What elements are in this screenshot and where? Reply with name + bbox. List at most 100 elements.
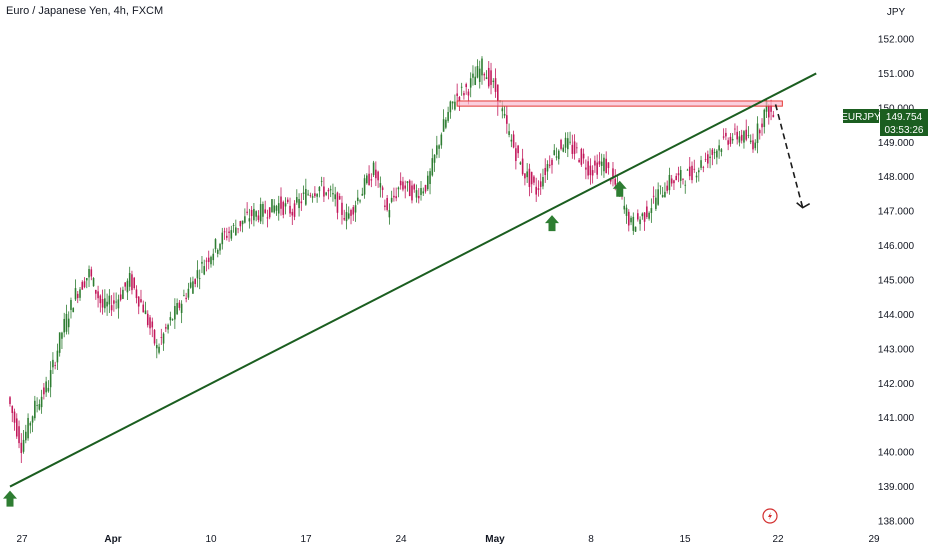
candle-body — [124, 282, 126, 287]
time-axis[interactable]: 27 Apr 10 17 24 May 8 15 22 29 — [16, 534, 880, 545]
candle-body — [370, 179, 373, 181]
candle-body — [210, 256, 212, 265]
candle-body — [598, 161, 601, 165]
candle-body — [38, 404, 41, 410]
candle-body — [752, 140, 754, 150]
candle-body — [180, 303, 183, 313]
candle-body — [729, 136, 732, 145]
candle-body — [709, 156, 711, 159]
candle-body — [187, 288, 190, 298]
candle-body — [13, 411, 16, 423]
candle-body — [460, 86, 463, 88]
candle-body — [487, 67, 490, 87]
candle-body — [176, 302, 178, 315]
candle-body — [413, 184, 416, 190]
candle-body — [352, 207, 355, 215]
candle-body — [20, 442, 23, 454]
candle-body — [494, 78, 497, 92]
x-tick-label: 27 — [16, 534, 28, 545]
support-arrow-icon[interactable] — [545, 215, 559, 232]
candle-body — [643, 212, 646, 222]
candle-body — [338, 196, 341, 200]
candle-body — [174, 306, 176, 320]
candle-body — [424, 184, 427, 192]
candle-body — [576, 147, 578, 149]
candle-body — [756, 123, 759, 144]
x-tick-label: 24 — [395, 534, 407, 545]
x-tick-label: Apr — [104, 534, 121, 545]
y-tick-label: 146.000 — [878, 241, 915, 252]
candle-body — [449, 101, 452, 113]
candle-body — [650, 208, 653, 214]
candle-body — [731, 138, 734, 141]
candle-body — [126, 280, 129, 293]
candle-body — [508, 131, 510, 135]
y-tick-label: 140.000 — [878, 448, 915, 459]
candle-body — [307, 193, 309, 195]
candle-body — [223, 231, 226, 233]
candle-body — [61, 332, 63, 339]
y-tick-label: 138.000 — [878, 517, 915, 528]
candle-body — [734, 128, 736, 130]
candle-body — [623, 205, 626, 210]
candle-body — [684, 184, 687, 186]
candle-body — [298, 199, 300, 209]
x-tick-label: 15 — [679, 534, 691, 545]
candle-body — [244, 216, 246, 223]
projection-line[interactable] — [774, 104, 804, 208]
candle-body — [379, 183, 382, 188]
candle-body — [397, 187, 400, 190]
candle-body — [445, 119, 447, 128]
candle-body — [131, 274, 133, 291]
candle-body — [343, 218, 346, 220]
candle-body — [747, 135, 750, 136]
candle-body — [587, 161, 589, 176]
candle-body — [135, 289, 138, 299]
candle-body — [695, 175, 698, 178]
candle-body — [296, 197, 298, 203]
candle-body — [458, 97, 461, 102]
candle-body — [363, 178, 366, 195]
candle-body — [485, 77, 488, 79]
candle-body — [399, 180, 402, 186]
support-arrow-icon[interactable] — [3, 490, 17, 507]
candle-body — [691, 165, 693, 181]
candle-body — [185, 297, 187, 300]
candle-body — [555, 156, 558, 158]
candle-body — [140, 299, 142, 303]
candle-body — [323, 186, 325, 197]
candle-body — [476, 66, 479, 78]
ascending-trendline[interactable] — [9, 72, 817, 488]
price-axis[interactable]: 152.000 151.000 150.000 149.000 148.000 147.0… — [878, 35, 915, 528]
candle-body — [720, 149, 723, 152]
candle-body — [167, 324, 169, 330]
candle-body — [451, 101, 454, 104]
candle-body — [85, 278, 88, 281]
candle-body — [325, 192, 327, 195]
candle-body — [291, 211, 294, 216]
candle-body — [666, 185, 668, 191]
candle-body — [404, 185, 407, 189]
candle-body — [585, 167, 587, 170]
candle-body — [359, 200, 361, 202]
candle-body — [40, 396, 43, 408]
candle-body — [652, 195, 655, 197]
y-tick-label: 148.000 — [878, 172, 915, 183]
candle-body — [388, 210, 391, 218]
candle-body — [761, 123, 763, 128]
candle-body — [54, 365, 56, 366]
candle-body — [562, 147, 565, 152]
candle-body — [47, 387, 50, 392]
lightning-icon[interactable] — [762, 508, 778, 524]
support-arrow-icon[interactable] — [612, 180, 627, 197]
candle-body — [314, 193, 316, 197]
candle-body — [72, 308, 75, 313]
candle-body — [603, 157, 605, 172]
resistance-zone[interactable] — [456, 100, 783, 107]
candle-body — [178, 302, 181, 308]
candle-body — [490, 70, 492, 85]
candle-body — [76, 293, 79, 299]
candle-body — [108, 295, 111, 305]
